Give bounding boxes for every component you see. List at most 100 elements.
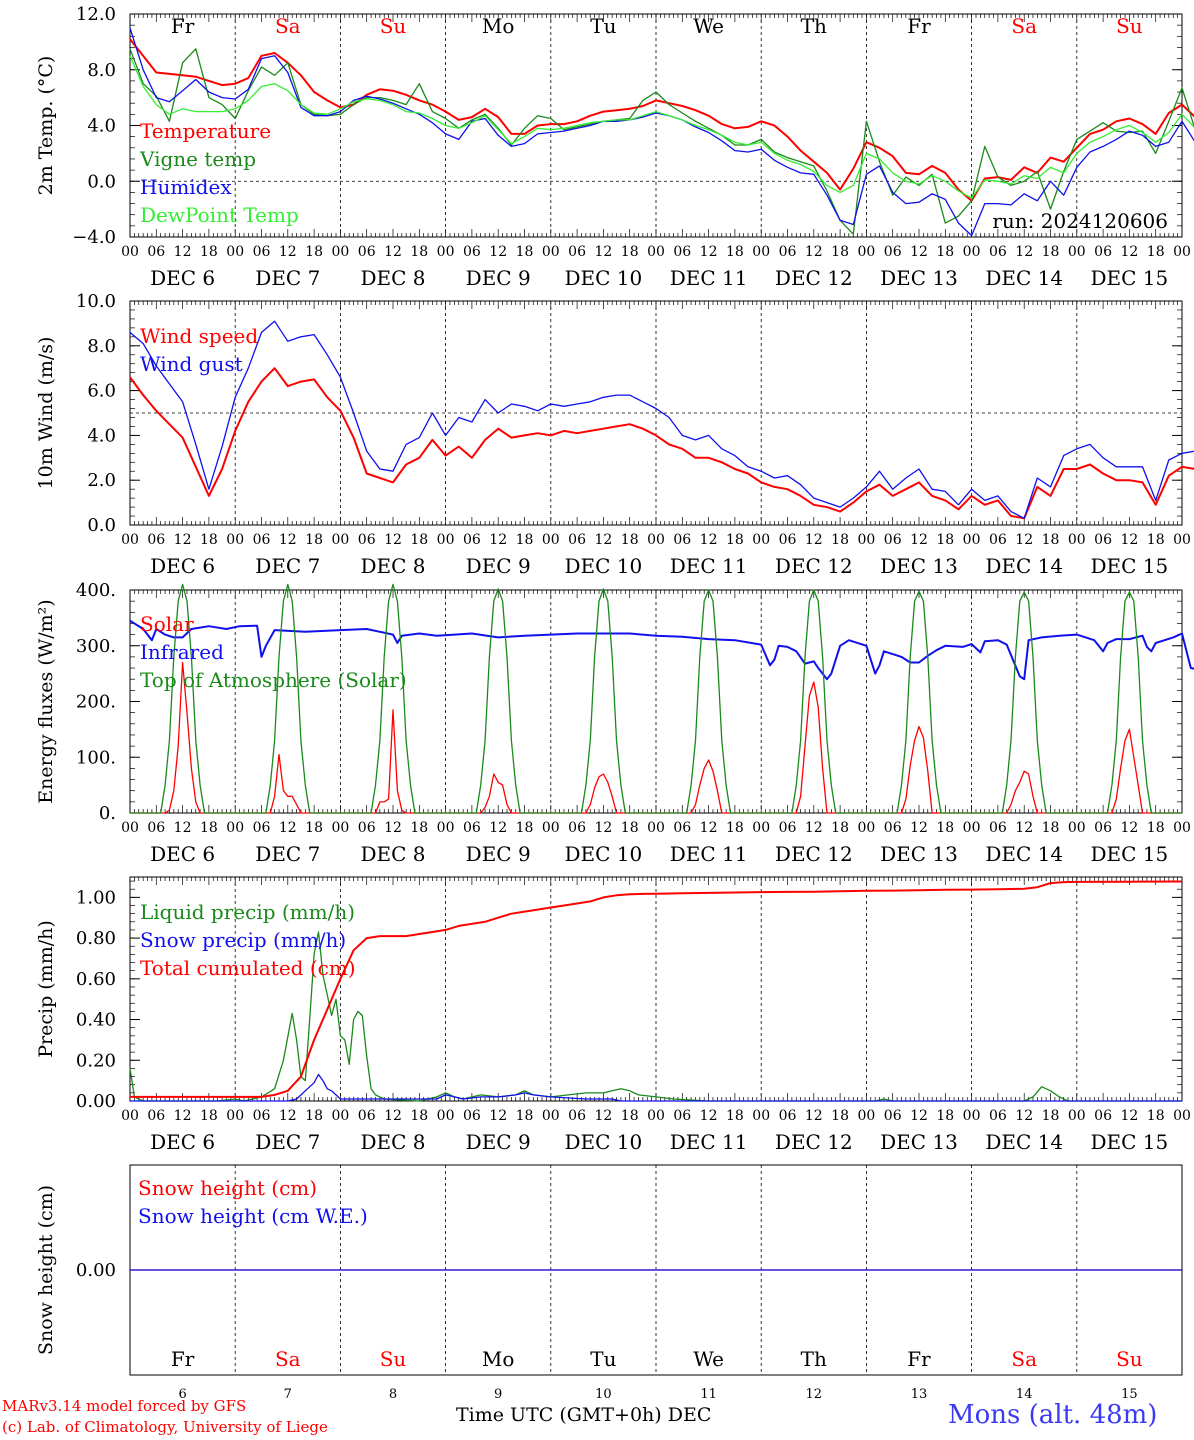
x-date-label: DEC 15 [1091, 554, 1169, 578]
x-hour-label: 00 [1068, 532, 1086, 548]
x-date-label: DEC 9 [466, 554, 531, 578]
x-hour-label: 00 [963, 532, 981, 548]
y-tick-label: 1.00 [76, 887, 116, 908]
legend-entry: Humidex [140, 175, 232, 199]
day-number-label: 14 [1016, 1387, 1033, 1402]
x-hour-label: 06 [463, 532, 481, 548]
x-date-label: DEC 15 [1091, 842, 1169, 866]
weekday-label-top: Tu [590, 14, 616, 38]
series-line-wind-gust [129, 320, 1194, 519]
x-hour-label: 18 [621, 532, 639, 548]
y-axis-title: Snow height (cm) [35, 1185, 57, 1355]
x-hour-label: 12 [384, 1108, 402, 1124]
legend-entry: Snow height (cm) [138, 1176, 317, 1200]
x-date-label: DEC 13 [880, 554, 958, 578]
weekday-label-top: Fr [907, 14, 931, 38]
x-hour-label: 12 [489, 1108, 507, 1124]
weekday-label-bottom: We [693, 1347, 724, 1371]
x-date-label: DEC 9 [466, 266, 531, 290]
y-tick-label: 4.0 [87, 116, 116, 137]
y-tick-label: 0.40 [76, 1010, 116, 1031]
x-hour-label: 00 [542, 244, 560, 260]
series-line-infrared [129, 619, 1194, 681]
x-hour-label: 18 [305, 244, 323, 260]
x-hour-label: 06 [1094, 820, 1112, 836]
x-date-label: DEC 10 [565, 554, 643, 578]
x-hour-label: 18 [410, 1108, 428, 1124]
x-hour-label: 18 [1042, 244, 1060, 260]
y-tick-label: 100. [76, 747, 116, 768]
day-number-label: 13 [911, 1387, 928, 1402]
x-date-label: DEC 6 [150, 266, 215, 290]
y-tick-label: 300. [76, 636, 116, 657]
x-hour-label: 00 [1068, 244, 1086, 260]
x-date-label: DEC 13 [880, 1130, 958, 1154]
x-hour-label: 06 [884, 532, 902, 548]
weekday-label-bottom: Sa [1011, 1347, 1037, 1371]
panel-1: −4.0 0.0 4.0 8.0 12.0 2m Temp. (°C) Temperatur… [35, 4, 1194, 290]
x-date-label: DEC 14 [985, 554, 1063, 578]
run-label: run: 2024120606 [992, 209, 1168, 233]
x-hour-label: 12 [489, 244, 507, 260]
y-tick-label: 12.0 [76, 4, 116, 25]
x-hour-label: 18 [621, 244, 639, 260]
x-date-label: DEC 13 [880, 842, 958, 866]
x-hour-label: 00 [331, 1108, 349, 1124]
x-hour-label: 00 [121, 532, 139, 548]
x-hour-label: 00 [857, 1108, 875, 1124]
weekday-label-bottom: Tu [590, 1347, 616, 1371]
x-date-label: DEC 7 [255, 266, 320, 290]
x-hour-label: 18 [1147, 820, 1165, 836]
y-tick-label: 200. [76, 692, 116, 713]
panel-frame [129, 589, 1183, 814]
series-line-total-cumulated-cm- [130, 880, 1183, 1098]
day-number-label: 7 [284, 1387, 292, 1402]
series-line-dewpoint-temp [129, 55, 1194, 199]
day-number-label: 15 [1121, 1387, 1138, 1402]
x-hour-label: 06 [884, 820, 902, 836]
x-hour-label: 12 [489, 532, 507, 548]
x-hour-label: 18 [936, 1108, 954, 1124]
y-tick-label: 10.0 [76, 291, 116, 312]
x-hour-label: 06 [884, 1108, 902, 1124]
x-hour-label: 12 [594, 532, 612, 548]
x-date-label: DEC 6 [150, 842, 215, 866]
weekday-label-top: Fr [171, 14, 195, 38]
x-hour-label: 12 [805, 244, 823, 260]
x-hour-label: 06 [568, 820, 586, 836]
x-hour-label: 06 [253, 244, 271, 260]
x-hour-label: 18 [936, 820, 954, 836]
x-hour-label: 12 [805, 1108, 823, 1124]
weekday-label-bottom: Fr [907, 1347, 931, 1371]
x-date-label: DEC 11 [670, 1130, 748, 1154]
time-axis-title: Time UTC (GMT+0h) DEC [456, 1404, 711, 1426]
day-number-label: 9 [494, 1387, 502, 1402]
day-number-label: 6 [178, 1387, 186, 1402]
x-hour-label: 12 [1120, 1108, 1138, 1124]
x-hour-label: 18 [516, 820, 534, 836]
panel-5: 0.00 Snow height (cm) Snow height (cm) Snow… [35, 1164, 1183, 1376]
y-tick-label: 0. [99, 803, 116, 824]
x-hour-label: 12 [1015, 820, 1033, 836]
x-hour-label: 12 [910, 820, 928, 836]
panel-2: 0.0 2.0 4.0 6.0 8.0 10.0 10m Wind (m/s) Wind sp… [35, 291, 1194, 578]
x-hour-label: 00 [226, 532, 244, 548]
x-hour-label: 00 [1173, 244, 1191, 260]
y-tick-label: 6.0 [87, 381, 116, 402]
legend-entry: Wind speed [140, 324, 258, 348]
x-hour-label: 12 [1120, 532, 1138, 548]
time-axis-month: DEC [667, 1404, 712, 1426]
y-tick-label: 2.0 [87, 470, 116, 491]
y-axis-title: 10m Wind (m/s) [35, 337, 57, 490]
weekday-label-top: Sa [1011, 14, 1037, 38]
x-hour-label: 00 [857, 820, 875, 836]
legend-entry: Vigne temp [139, 147, 256, 171]
x-hour-label: 06 [673, 244, 691, 260]
weekday-label-bottom: Th [801, 1347, 827, 1371]
x-hour-label: 12 [700, 1108, 718, 1124]
series-line-top-of-atmosphere-solar- [130, 583, 1182, 814]
weekday-label-top: Sa [275, 14, 301, 38]
x-hour-label: 00 [331, 244, 349, 260]
legend-entry: Temperature [140, 119, 271, 143]
